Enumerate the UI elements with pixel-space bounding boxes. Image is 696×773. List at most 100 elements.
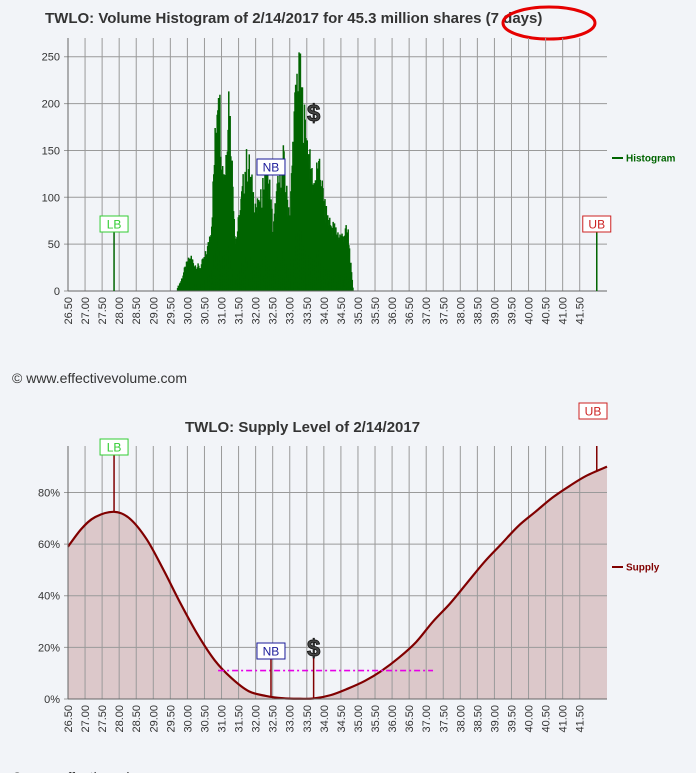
x-tick-label: 36.50 <box>404 297 416 325</box>
x-tick-label: 29.00 <box>148 297 160 325</box>
x-tick-label: 40.50 <box>541 297 553 325</box>
x-tick-label: 37.50 <box>438 297 450 325</box>
ub-marker-label: UB <box>585 405 602 419</box>
supply-grid <box>64 446 607 700</box>
supply-axes: 26.50 27.00 27.50 28.00 28.50 29.00 29.50 30.00… <box>38 446 607 733</box>
ub-marker-box <box>578 402 608 420</box>
supply-title: TWLO: Supply Level of 2/14/2017 <box>185 419 420 436</box>
y-tick-label: 50 <box>48 239 60 251</box>
x-tick-label: 29.50 <box>165 297 177 325</box>
y-tick-label: 0% <box>44 694 60 706</box>
x-tick-label: 38.00 <box>455 705 467 733</box>
supply-curve-layer <box>67 465 608 700</box>
x-tick-label: 29.00 <box>148 705 160 733</box>
x-tick-label: 30.00 <box>182 297 194 325</box>
x-tick-label: 36.00 <box>387 705 399 733</box>
x-tick-label: 30.50 <box>199 705 211 733</box>
supply-curve <box>67 465 608 700</box>
x-tick-label: 36.00 <box>387 297 399 325</box>
x-tick-label: 37.50 <box>438 705 450 733</box>
x-tick-label: 41.00 <box>558 297 570 325</box>
x-tick-label: 32.50 <box>268 297 280 325</box>
x-tick-label: 38.50 <box>472 705 484 733</box>
nb-marker-box <box>256 642 286 660</box>
x-tick-label: 40.50 <box>541 705 553 733</box>
x-tick-label: 31.50 <box>234 297 246 325</box>
x-tick-label: 28.00 <box>114 297 126 325</box>
x-tick-label: 38.00 <box>455 297 467 325</box>
y-tick-label: 150 <box>42 145 60 157</box>
x-tick-label: 27.50 <box>97 297 109 325</box>
x-tick-label: 33.00 <box>285 705 297 733</box>
y-tick-label: 20% <box>38 642 60 654</box>
x-tick-label: 39.50 <box>506 705 518 733</box>
x-tick-label: 28.50 <box>131 705 143 733</box>
x-tick-label: 34.00 <box>319 297 331 325</box>
x-tick-label: 35.50 <box>370 705 382 733</box>
nb-marker-label: NB <box>263 161 280 175</box>
x-tick-label: 39.00 <box>489 297 501 325</box>
x-tick-label: 28.00 <box>114 705 126 733</box>
x-tick-label: 37.00 <box>421 297 433 325</box>
x-tick-label: 40.00 <box>524 297 536 325</box>
x-tick-label: 39.00 <box>489 705 501 733</box>
price-dollar-marker: $ <box>307 100 321 127</box>
x-tick-label: 34.50 <box>336 297 348 325</box>
y-tick-label: 80% <box>38 487 60 499</box>
y-tick-label: 100 <box>42 192 60 204</box>
ub-marker-label: UB <box>588 218 605 232</box>
x-tick-label: 34.00 <box>319 705 331 733</box>
x-tick-label: 26.50 <box>63 705 75 733</box>
x-tick-label: 33.00 <box>285 297 297 325</box>
x-tick-label: 34.50 <box>336 705 348 733</box>
ub-marker-box <box>582 215 612 233</box>
supply-legend[interactable]: Supply <box>612 563 660 574</box>
x-tick-label: 41.50 <box>575 297 587 325</box>
nb-marker-box <box>256 158 286 176</box>
x-tick-label: 30.50 <box>199 297 211 325</box>
x-tick-label: 37.00 <box>421 705 433 733</box>
x-tick-label: 31.00 <box>217 297 229 325</box>
y-tick-label: 40% <box>38 591 60 603</box>
y-tick-label: 200 <box>42 99 60 111</box>
x-tick-label: 36.50 <box>404 705 416 733</box>
histogram-axes: 26.50 27.00 27.50 28.00 28.50 29.00 29.50 30.00… <box>42 38 607 325</box>
legend-label-supply: Supply <box>626 563 660 574</box>
x-tick-label: 35.00 <box>353 297 365 325</box>
x-tick-label: 40.00 <box>524 705 536 733</box>
x-tick-label: 27.00 <box>80 297 92 325</box>
x-tick-label: 31.50 <box>234 705 246 733</box>
histogram-title: TWLO: Volume Histogram of 2/14/2017 for … <box>45 10 542 27</box>
legend-label-histogram: Histogram <box>626 154 676 165</box>
x-tick-label: 39.50 <box>506 297 518 325</box>
x-tick-label: 32.00 <box>251 297 263 325</box>
y-tick-label: 60% <box>38 539 60 551</box>
nb-marker-label: NB <box>263 645 280 659</box>
lb-marker-label: LB <box>107 218 122 232</box>
x-tick-label: 26.50 <box>63 297 75 325</box>
copyright-text: © www.effectivevolume.com <box>12 370 187 386</box>
y-tick-label: 0 <box>54 286 60 298</box>
x-tick-label: 41.00 <box>558 705 570 733</box>
supply-level-chart: TWLO: Supply Level of 2/14/2017 26.50 27.… <box>38 402 660 733</box>
x-tick-label: 27.50 <box>97 705 109 733</box>
x-tick-label: 30.00 <box>182 705 194 733</box>
histogram-legend[interactable]: Histogram <box>612 154 676 165</box>
supply-area-fill <box>68 466 607 699</box>
x-tick-label: 31.00 <box>217 705 229 733</box>
histogram-markers: LB UB NB $ <box>99 100 612 291</box>
y-tick-label: 250 <box>42 52 60 64</box>
volume-histogram-chart: TWLO: Volume Histogram of 2/14/2017 for … <box>42 5 676 325</box>
lb-marker-box <box>99 438 129 456</box>
lb-marker-box <box>99 215 129 233</box>
price-dollar-marker: $ <box>307 635 321 662</box>
x-tick-label: 38.50 <box>472 297 484 325</box>
circled-annotation <box>501 5 597 41</box>
x-tick-label: 41.50 <box>575 705 587 733</box>
lb-marker-label: LB <box>107 441 122 455</box>
x-tick-label: 33.50 <box>302 705 314 733</box>
supply-area <box>68 466 607 699</box>
x-tick-label: 28.50 <box>131 297 143 325</box>
x-tick-label: 32.50 <box>268 705 280 733</box>
